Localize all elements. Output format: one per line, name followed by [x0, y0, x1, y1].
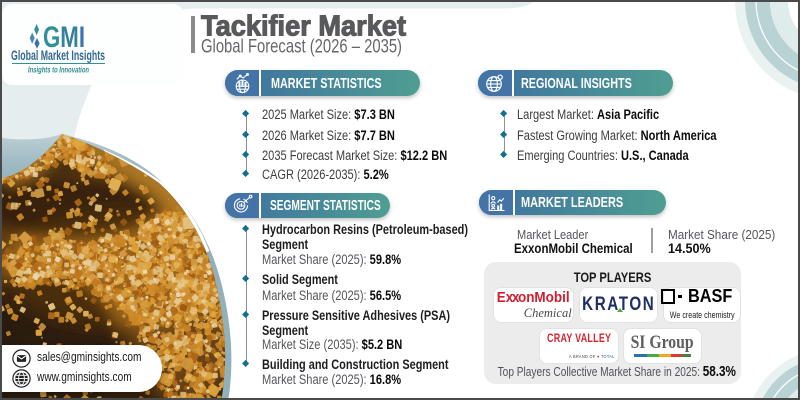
svg-text:Global Forecast (2026 – 2035): Global Forecast (2026 – 2035) [201, 36, 402, 58]
